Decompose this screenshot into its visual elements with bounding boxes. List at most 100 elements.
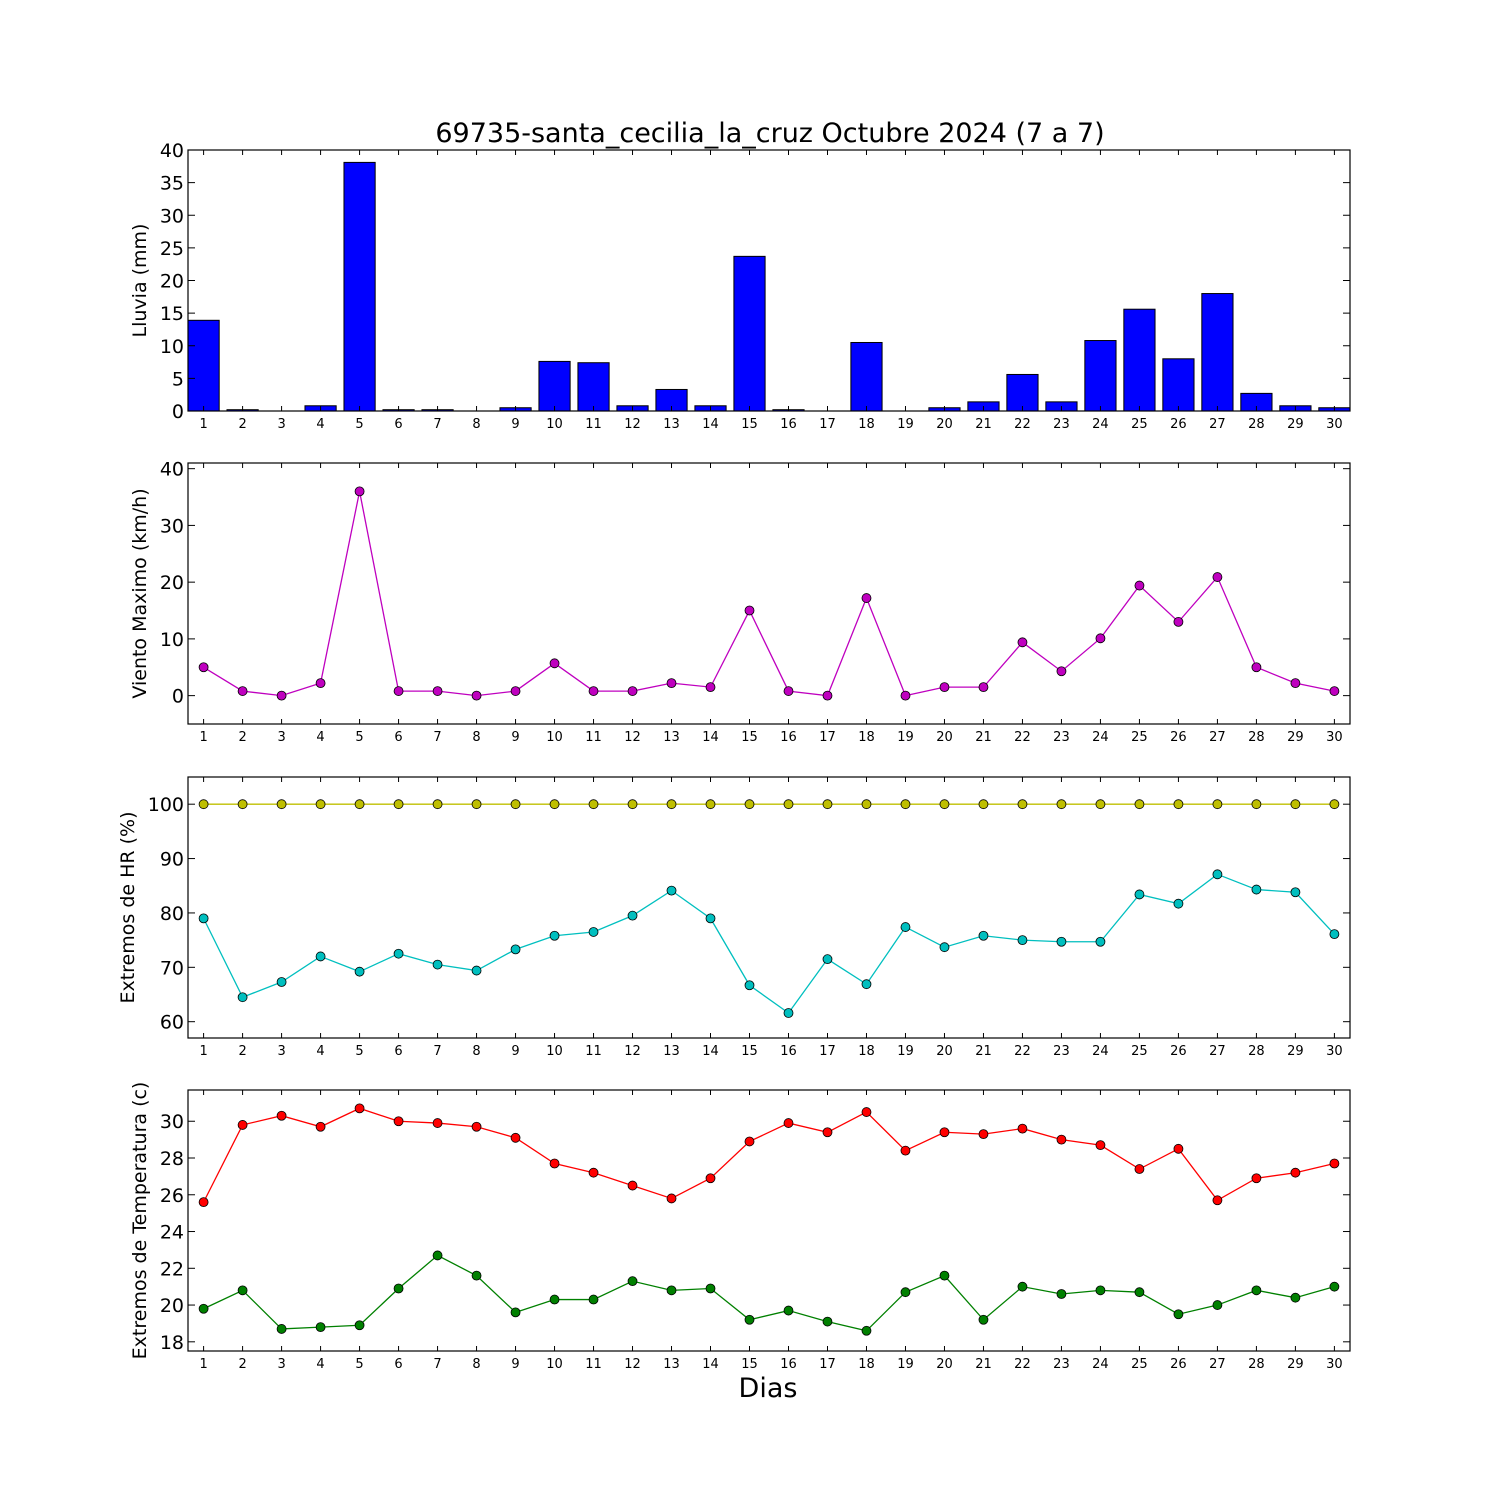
panel-3-ytick-label-80: 80: [160, 903, 184, 925]
panel-2-xtick-label-30: 30: [1326, 730, 1343, 745]
panel-1-xtick-label-5: 5: [355, 417, 363, 432]
panel-3-series-1-point-day-16: [783, 799, 794, 810]
panel-4-series-1-point-day-21: [978, 1129, 989, 1140]
panel-1-bar-day-24: [1084, 340, 1117, 412]
panel-1-xtick-label-1: 1: [199, 417, 207, 432]
panel-3-series-1-point-day-19: [900, 799, 911, 810]
panel-4-series-2-point-day-10: [549, 1294, 560, 1305]
panel-2-xtick-label-29: 29: [1287, 730, 1304, 745]
panel-3-series-1-point-day-22: [1017, 799, 1028, 810]
panel-2-xtick-label-16: 16: [780, 730, 797, 745]
panel-2-xtick-label-19: 19: [897, 730, 914, 745]
panel-2-xtick-label-9: 9: [511, 730, 519, 745]
panel-4-xtick-label-2: 2: [238, 1357, 246, 1372]
panel-3-xtick-label-14: 14: [702, 1044, 719, 1059]
panel-2-xtick-label-11: 11: [585, 730, 602, 745]
panel-4-series-1-point-day-9: [510, 1132, 521, 1143]
panel-4-xtick-label-9: 9: [511, 1357, 519, 1372]
panel-4-xtick-label-5: 5: [355, 1357, 363, 1372]
panel-2-xtick-label-10: 10: [546, 730, 563, 745]
panel-3-series-2-point-day-15: [744, 980, 755, 991]
panel-3-series-2-point-day-3: [276, 977, 287, 987]
panel-2-series-1-point-day-11: [588, 686, 599, 696]
panel-4-series-1-point-day-30: [1329, 1158, 1340, 1169]
panel-3-series-2-point-day-13: [666, 885, 677, 896]
panel-1-xtick-label-3: 3: [277, 417, 285, 432]
panel-3-series-1-point-day-4: [315, 799, 326, 810]
panel-4-series-1-point-day-23: [1056, 1134, 1067, 1145]
panel-4-series-1-point-day-22: [1017, 1123, 1028, 1134]
panel-1-bar-day-26: [1162, 358, 1195, 412]
panel-3-series-2-point-day-30: [1329, 929, 1340, 940]
panel-2-xtick-label-4: 4: [316, 730, 324, 745]
panel-1-ytick-label-30: 30: [160, 205, 184, 227]
panel-3-xtick-label-11: 11: [585, 1044, 602, 1059]
panel-2-series-1-point-day-13: [666, 678, 677, 689]
panel-2-series-1-point-day-15: [744, 605, 755, 616]
panel-1-bar-day-11: [577, 362, 610, 412]
panel-3-xtick-label-7: 7: [433, 1044, 441, 1059]
panel-1-bar-day-22: [1006, 373, 1039, 412]
panel-3-xtick-label-24: 24: [1092, 1044, 1109, 1059]
panel-4-series-2-point-day-21: [978, 1314, 989, 1325]
panel-4-xtick-label-4: 4: [316, 1357, 324, 1372]
panel-4-xtick-label-16: 16: [780, 1357, 797, 1372]
panel-4-series-2-point-day-28: [1251, 1285, 1262, 1296]
panel-2-xtick-label-6: 6: [394, 730, 402, 745]
panel-4-xtick-label-14: 14: [702, 1357, 719, 1372]
panel-4-series-2-point-day-3: [276, 1324, 287, 1334]
panel-4-xtick-label-20: 20: [936, 1357, 953, 1372]
panel-3-xtick-label-16: 16: [780, 1044, 797, 1059]
panel-1-bar-day-15: [733, 255, 766, 412]
panel-2-ytick-label-40: 40: [160, 459, 184, 481]
panel-3-series-1-point-day-6: [393, 799, 404, 810]
panel-3-series-1-point-day-13: [666, 799, 677, 810]
panel-3-xtick-label-21: 21: [975, 1044, 992, 1059]
panel-4-series-1-point-day-10: [549, 1158, 560, 1169]
panel-3-series-1-point-day-21: [978, 799, 989, 810]
panel-3-xtick-label-3: 3: [277, 1044, 285, 1059]
panel-4-series-2-point-day-26: [1173, 1309, 1184, 1320]
panel-4-series-1-point-day-14: [705, 1173, 716, 1184]
panel-4-series-1-point-day-3: [276, 1110, 287, 1121]
panel-1-xtick-label-7: 7: [433, 417, 441, 432]
panel-4-xtick-label-11: 11: [585, 1357, 602, 1372]
panel-4-series-2-point-day-7: [432, 1250, 443, 1261]
panel-3-series-2-point-day-14: [705, 913, 716, 924]
panel-1-xtick-label-25: 25: [1131, 417, 1148, 432]
panel-4-series-2-point-day-17: [822, 1316, 833, 1327]
panel-3-series-2-point-day-16: [783, 1008, 794, 1018]
panel-1-xtick-label-29: 29: [1287, 417, 1304, 432]
panel-3-xtick-label-27: 27: [1209, 1044, 1226, 1059]
panel-2-series-1-point-day-3: [276, 690, 287, 701]
panel-1-xtick-label-6: 6: [394, 417, 402, 432]
panel-2-xtick-label-14: 14: [702, 730, 719, 745]
panel-1-ytick-label-10: 10: [160, 336, 184, 358]
panel-4-series-1-point-day-12: [627, 1180, 638, 1191]
panel-4-series-1-point-day-4: [315, 1121, 326, 1132]
panel-2-series-1-point-day-12: [627, 686, 638, 696]
panel-3-series-1-point-day-17: [822, 799, 833, 810]
panel-2-series-1-point-day-26: [1173, 616, 1184, 627]
panel-4-series-2-point-day-5: [354, 1320, 365, 1331]
panel-3-series-1-point-day-25: [1134, 799, 1145, 810]
panel-2-xtick-label-25: 25: [1131, 730, 1148, 745]
panel-3-series-1-point-day-9: [510, 799, 521, 810]
panel-4-xtick-label-7: 7: [433, 1357, 441, 1372]
panel-3-xtick-label-6: 6: [394, 1044, 402, 1059]
panel-3-xtick-label-8: 8: [472, 1044, 480, 1059]
panel-3-series-2-point-day-20: [939, 942, 950, 953]
panel-3-series-2-point-day-11: [588, 927, 599, 937]
panel-3-y-axis-label: Extremos de HR (%): [117, 811, 139, 1003]
panel-1-xtick-label-11: 11: [585, 417, 602, 432]
panel-2-series-1-point-day-17: [822, 690, 833, 701]
panel-3-xtick-label-23: 23: [1053, 1044, 1070, 1059]
panel-3-series-2-point-day-12: [627, 910, 638, 921]
panel-2-series-1-line: [203, 491, 1335, 697]
panel-2-xtick-label-3: 3: [277, 730, 285, 745]
panel-4-series-2-point-day-8: [471, 1270, 482, 1281]
panel-3-series-2-point-day-24: [1095, 936, 1106, 947]
